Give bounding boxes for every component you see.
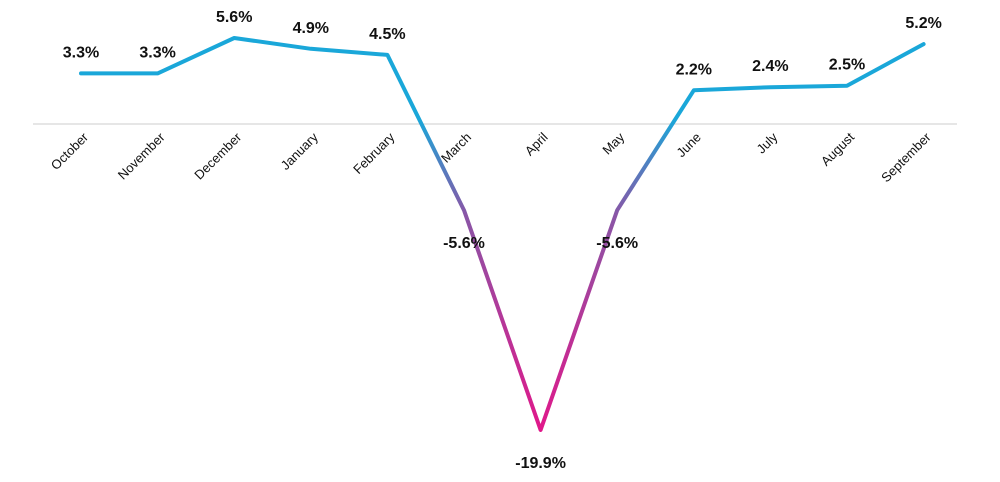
data-label-august: 2.5% bbox=[829, 57, 865, 74]
data-label-july: 2.4% bbox=[752, 58, 788, 75]
category-label-december: December bbox=[191, 129, 244, 182]
data-labels: 3.3% 3.3% 5.6% 4.9% 4.5% -5.6% -19.9% -5.6% 2.2%… bbox=[63, 9, 942, 472]
category-label-february: February bbox=[350, 129, 398, 177]
data-label-june: 2.2% bbox=[676, 61, 712, 78]
data-label-september: 5.2% bbox=[905, 15, 941, 32]
data-label-december: 5.6% bbox=[216, 9, 252, 26]
category-label-november: November bbox=[115, 129, 168, 182]
category-label-june: June bbox=[673, 130, 704, 161]
data-label-may: -5.6% bbox=[596, 235, 638, 252]
data-label-november: 3.3% bbox=[139, 44, 175, 61]
category-labels: October November December January February Ma… bbox=[48, 129, 934, 185]
category-label-january: January bbox=[278, 129, 322, 173]
category-label-october: October bbox=[48, 129, 92, 173]
category-label-august: August bbox=[818, 129, 857, 168]
data-label-october: 3.3% bbox=[63, 44, 99, 61]
series-line bbox=[79, 36, 926, 432]
data-label-april: -19.9% bbox=[515, 455, 566, 472]
category-label-march: March bbox=[438, 130, 474, 166]
category-label-may: May bbox=[599, 129, 627, 157]
data-label-january: 4.9% bbox=[293, 20, 329, 37]
category-label-july: July bbox=[754, 129, 781, 156]
category-label-september: September bbox=[878, 129, 934, 185]
category-label-april: April bbox=[522, 129, 551, 158]
data-label-march: -5.6% bbox=[443, 235, 485, 252]
data-label-february: 4.5% bbox=[369, 26, 405, 43]
